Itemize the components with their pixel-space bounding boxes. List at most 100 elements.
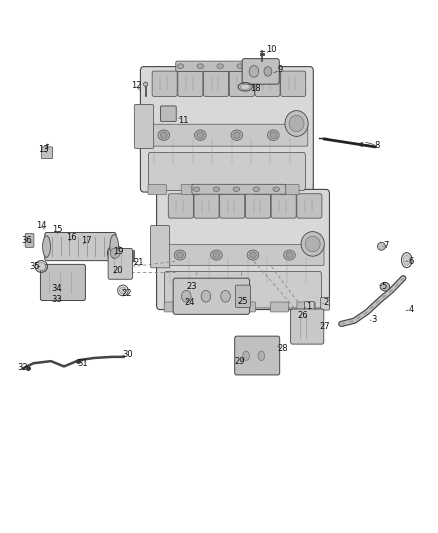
FancyBboxPatch shape (165, 271, 321, 308)
FancyBboxPatch shape (221, 184, 239, 195)
Ellipse shape (243, 351, 249, 361)
Text: 6: 6 (408, 257, 414, 265)
FancyBboxPatch shape (237, 302, 255, 312)
Text: 28: 28 (277, 344, 288, 353)
Ellipse shape (201, 290, 211, 302)
Text: 25: 25 (238, 296, 248, 305)
Text: 26: 26 (297, 311, 308, 320)
Ellipse shape (270, 132, 277, 139)
Ellipse shape (197, 132, 204, 139)
FancyBboxPatch shape (148, 184, 166, 195)
Ellipse shape (107, 245, 123, 261)
FancyBboxPatch shape (270, 302, 289, 312)
Text: 31: 31 (78, 359, 88, 368)
Text: 33: 33 (51, 295, 62, 304)
FancyBboxPatch shape (141, 67, 313, 192)
Text: 14: 14 (35, 221, 46, 230)
FancyBboxPatch shape (146, 124, 308, 146)
Ellipse shape (273, 187, 279, 191)
Text: 17: 17 (81, 237, 92, 246)
Ellipse shape (181, 290, 191, 302)
Ellipse shape (174, 250, 186, 260)
FancyBboxPatch shape (162, 245, 324, 265)
Text: 21: 21 (133, 258, 144, 266)
Ellipse shape (240, 84, 250, 90)
Text: 3: 3 (371, 315, 377, 324)
FancyBboxPatch shape (255, 71, 280, 96)
FancyBboxPatch shape (254, 184, 272, 195)
Text: 1: 1 (306, 302, 311, 311)
Ellipse shape (231, 130, 243, 141)
FancyBboxPatch shape (297, 302, 315, 312)
Ellipse shape (237, 64, 244, 69)
FancyBboxPatch shape (173, 278, 250, 314)
Ellipse shape (37, 263, 46, 270)
Text: 2: 2 (323, 298, 328, 307)
FancyBboxPatch shape (242, 59, 279, 84)
FancyBboxPatch shape (150, 225, 170, 268)
Ellipse shape (120, 287, 127, 294)
Ellipse shape (144, 82, 148, 86)
Text: 10: 10 (266, 45, 277, 54)
FancyBboxPatch shape (281, 184, 299, 195)
Text: 22: 22 (121, 288, 132, 297)
Ellipse shape (289, 115, 304, 132)
Ellipse shape (181, 283, 191, 293)
Text: 11: 11 (178, 116, 188, 125)
Ellipse shape (403, 255, 410, 265)
FancyBboxPatch shape (152, 71, 177, 96)
Text: 30: 30 (122, 350, 133, 359)
Ellipse shape (217, 64, 223, 69)
Ellipse shape (221, 290, 230, 302)
Ellipse shape (257, 64, 263, 69)
Text: 7: 7 (383, 241, 389, 250)
Ellipse shape (301, 232, 324, 256)
Text: 15: 15 (52, 225, 63, 234)
Ellipse shape (158, 130, 170, 141)
Ellipse shape (253, 187, 260, 191)
Ellipse shape (249, 66, 259, 77)
Ellipse shape (380, 282, 390, 291)
Text: 5: 5 (381, 282, 387, 291)
FancyBboxPatch shape (156, 189, 329, 310)
FancyBboxPatch shape (220, 194, 245, 218)
Ellipse shape (110, 235, 119, 259)
FancyBboxPatch shape (178, 71, 203, 96)
FancyBboxPatch shape (321, 297, 329, 310)
Text: 16: 16 (66, 233, 77, 242)
Ellipse shape (284, 250, 295, 260)
FancyBboxPatch shape (181, 184, 200, 195)
FancyBboxPatch shape (290, 309, 324, 344)
FancyBboxPatch shape (229, 71, 254, 96)
Ellipse shape (42, 236, 50, 257)
FancyBboxPatch shape (134, 104, 153, 149)
Ellipse shape (305, 236, 320, 252)
FancyBboxPatch shape (192, 184, 286, 194)
FancyBboxPatch shape (176, 61, 270, 71)
Ellipse shape (264, 67, 272, 76)
FancyBboxPatch shape (245, 194, 271, 218)
Ellipse shape (194, 130, 206, 141)
Text: 13: 13 (38, 145, 49, 154)
Ellipse shape (213, 252, 220, 258)
Ellipse shape (197, 64, 204, 69)
FancyBboxPatch shape (164, 302, 183, 312)
Text: 20: 20 (113, 266, 123, 275)
Ellipse shape (213, 187, 220, 191)
FancyBboxPatch shape (160, 106, 176, 122)
Text: 27: 27 (319, 321, 330, 330)
FancyBboxPatch shape (45, 232, 116, 261)
FancyBboxPatch shape (297, 194, 322, 218)
FancyBboxPatch shape (168, 194, 193, 218)
FancyBboxPatch shape (235, 336, 280, 375)
FancyBboxPatch shape (41, 147, 53, 159)
Text: 8: 8 (374, 141, 380, 150)
Ellipse shape (110, 248, 120, 259)
Ellipse shape (258, 351, 265, 361)
Ellipse shape (285, 111, 308, 136)
Text: 36: 36 (21, 237, 32, 246)
Text: 12: 12 (131, 81, 141, 90)
Text: 23: 23 (187, 282, 197, 291)
Text: 9: 9 (278, 66, 283, 74)
Ellipse shape (268, 130, 279, 141)
